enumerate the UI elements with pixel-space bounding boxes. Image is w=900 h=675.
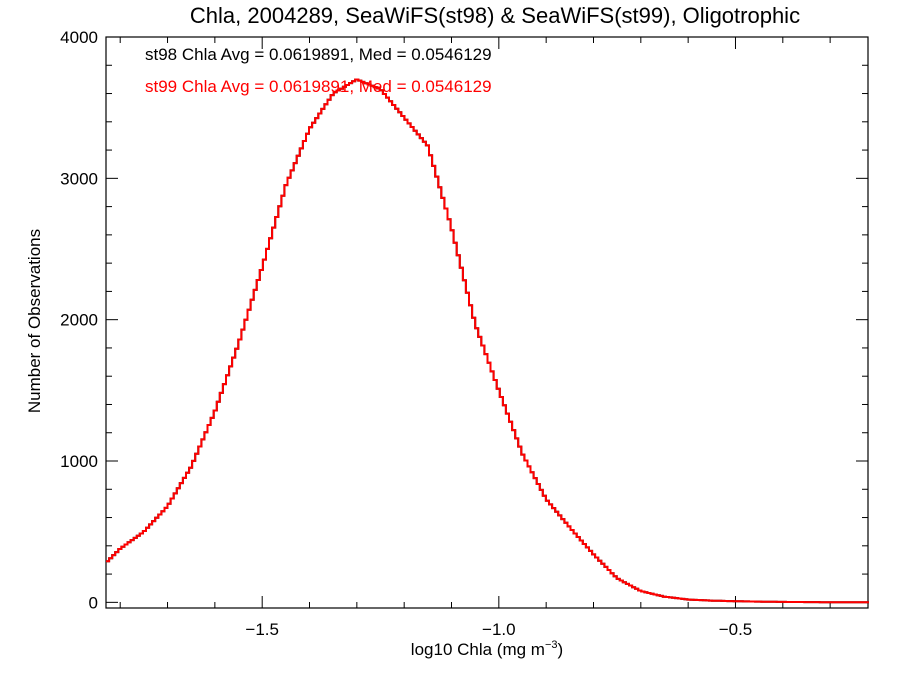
series-line-st99 <box>106 78 869 604</box>
x-tick-label: −0.5 <box>719 620 753 639</box>
x-tick-label: −1.5 <box>245 620 279 639</box>
series-layer <box>106 78 869 604</box>
x-axis-label-close: ) <box>558 640 564 659</box>
y-tick-label: 1000 <box>60 452 98 471</box>
y-axis-label: Number of Observations <box>25 229 44 413</box>
x-axis-label-superscript: −3 <box>545 639 558 651</box>
y-tick-label: 3000 <box>60 169 98 188</box>
chart-title: Chla, 2004289, SeaWiFS(st98) & SeaWiFS(s… <box>190 3 800 28</box>
y-tick-label: 0 <box>89 593 98 612</box>
series-line-st98 <box>106 78 869 604</box>
x-axis-label-main: log10 Chla (mg m <box>411 640 545 659</box>
x-axis-label: log10 Chla (mg m−3) <box>411 639 563 659</box>
y-tick-label: 4000 <box>60 28 98 47</box>
plot-frame <box>105 36 869 609</box>
annotation-st99-stats: st99 Chla Avg = 0.0619891, Med = 0.05461… <box>145 77 492 96</box>
x-tick-label: −1.0 <box>482 620 516 639</box>
y-tick-label: 2000 <box>60 311 98 330</box>
x-axis-ticks: −1.5 −1.0 −0.5 <box>119 37 831 639</box>
y-axis-ticks: 0 1000 2000 3000 4000 <box>60 28 868 612</box>
annotation-st98-stats: st98 Chla Avg = 0.0619891, Med = 0.05461… <box>145 45 492 64</box>
